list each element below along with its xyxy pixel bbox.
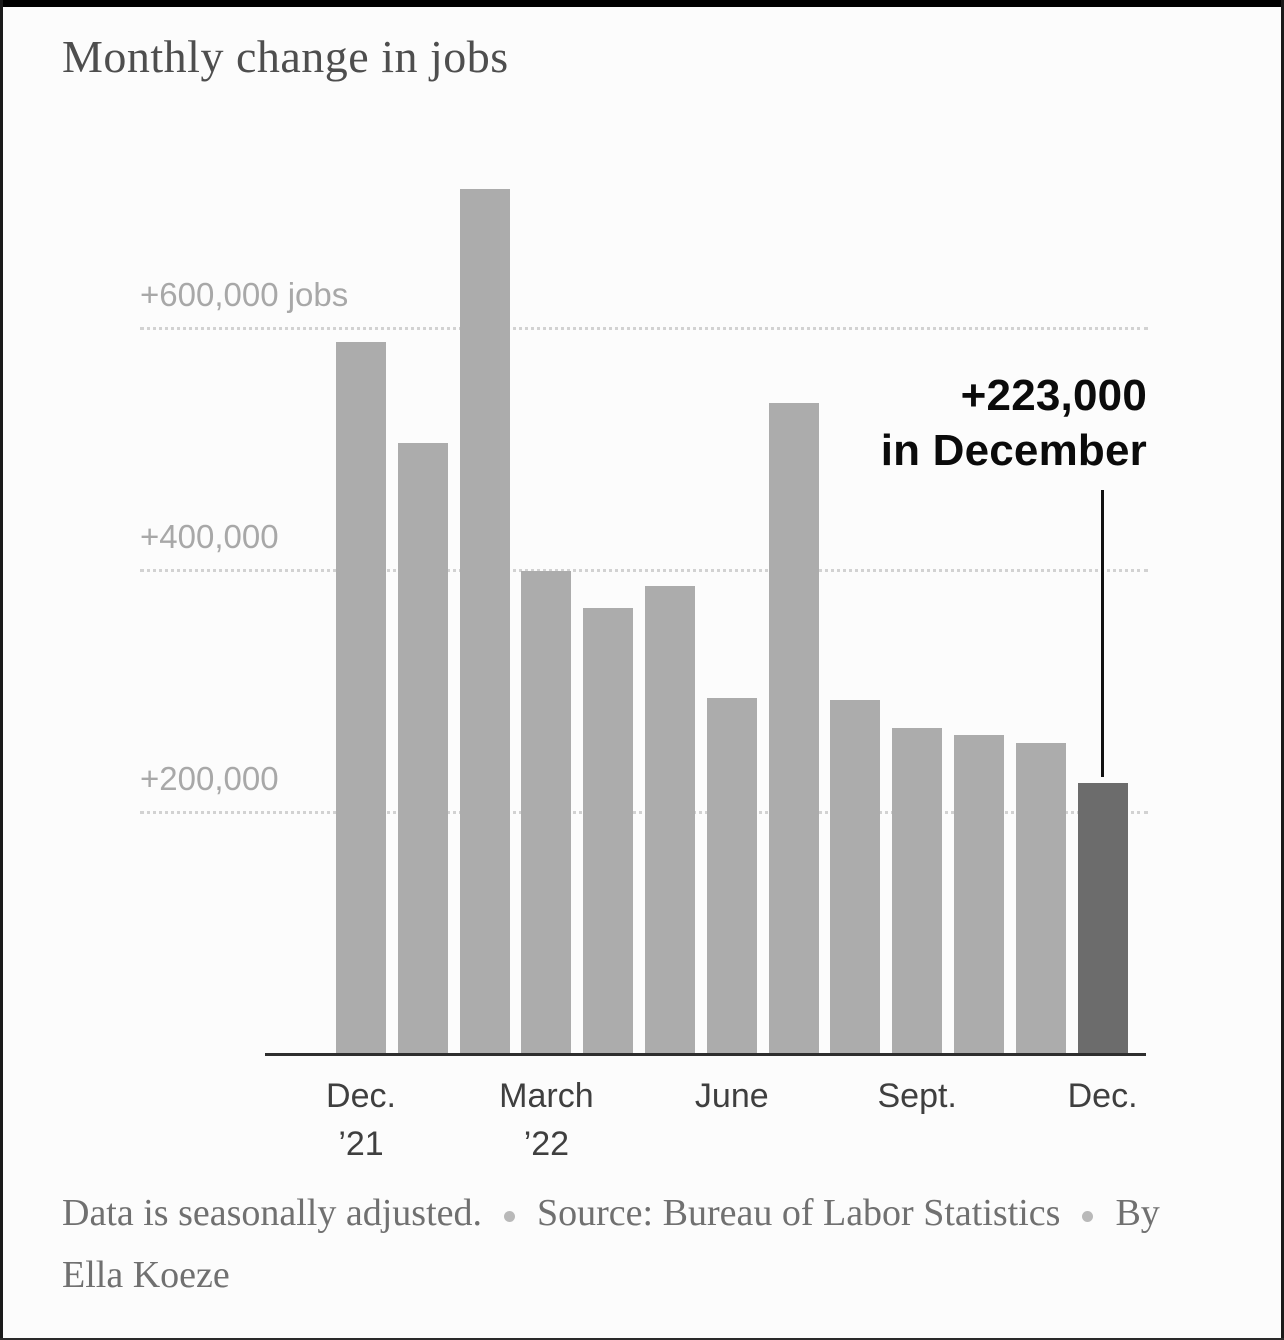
x-tick-line: ’21 — [338, 1125, 384, 1163]
y-gridline — [140, 327, 1148, 330]
y-gridline — [140, 811, 1148, 814]
x-tick-line: Sept. — [877, 1077, 957, 1115]
footer-byline: By Ella Koeze — [62, 1192, 1160, 1296]
annotation-callout: +223,000 in December — [881, 368, 1147, 478]
footer: Data is seasonally adjusted. Source: Bure… — [62, 1182, 1192, 1306]
annotation-caption: in December — [880, 426, 1147, 475]
bar-Oct. '22 — [954, 734, 1004, 1053]
y-axis-label: +400,000 — [140, 518, 279, 555]
x-axis-baseline — [265, 1053, 1146, 1056]
x-tick-line: Dec. — [1067, 1077, 1138, 1115]
x-tick-label: March ’22 — [446, 1072, 646, 1168]
bar-March '22 — [521, 571, 572, 1053]
x-tick-label: June — [632, 1072, 832, 1120]
annotation-value: +223,000 — [960, 371, 1147, 420]
bar-Nov. '22 — [1015, 743, 1066, 1053]
bullet-separator — [1082, 1210, 1094, 1222]
bar-April '22 — [583, 607, 634, 1053]
bar-July '22 — [768, 403, 819, 1053]
bottom-border — [0, 1338, 1284, 1340]
top-border — [0, 0, 1284, 7]
chart-title: Monthly change in jobs — [62, 31, 509, 82]
x-tick-label: Dec. — [1003, 1072, 1203, 1120]
x-tick-line: June — [694, 1077, 769, 1115]
bar-Jan. '22 — [397, 443, 448, 1053]
bar-June '22 — [706, 698, 757, 1053]
x-tick-label: Dec. ’21 — [261, 1072, 461, 1168]
bar-Dec. '22 — [1077, 783, 1128, 1053]
y-gridline — [140, 569, 1148, 572]
bullet-separator — [504, 1210, 516, 1222]
x-tick-label: Sept. — [817, 1072, 1017, 1120]
y-axis-label: +200,000 — [140, 760, 279, 797]
bar-Dec. '21 — [336, 341, 386, 1053]
bar-May '22 — [645, 585, 695, 1053]
footer-note: Data is seasonally adjusted. — [62, 1192, 483, 1234]
left-border — [0, 0, 3, 1340]
footer-source: Source: Bureau of Labor Statistics — [537, 1192, 1061, 1234]
bar-Sept. '22 — [892, 727, 943, 1053]
right-border — [1281, 0, 1284, 1340]
x-tick-line: March — [499, 1077, 594, 1115]
x-tick-line: Dec. — [326, 1077, 396, 1115]
y-axis-label: +600,000 jobs — [140, 276, 349, 313]
leader-line — [1101, 490, 1105, 778]
bar-Aug. '22 — [830, 699, 881, 1053]
bar-Feb. '22 — [459, 189, 510, 1053]
x-tick-line: ’22 — [523, 1125, 570, 1163]
